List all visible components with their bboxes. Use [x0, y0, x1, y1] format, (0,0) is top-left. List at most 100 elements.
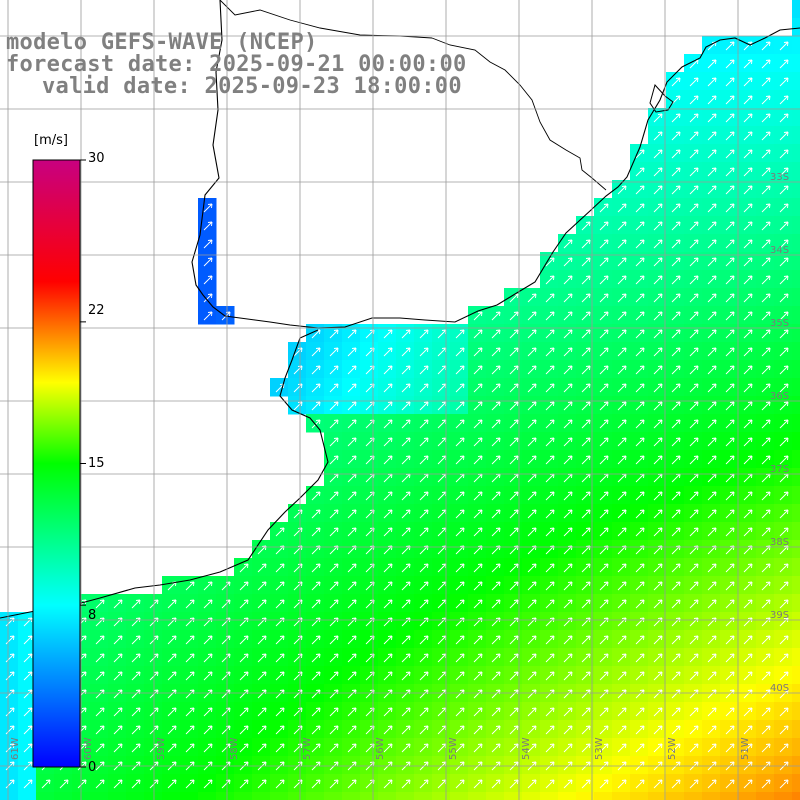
wind-arrow: [59, 779, 69, 789]
wind-arrow: [725, 293, 735, 303]
wind-arrow: [203, 779, 213, 789]
wind-arrow: [257, 671, 267, 681]
wind-arrow: [617, 203, 627, 213]
wind-arrow: [473, 437, 483, 447]
wind-arrow: [509, 635, 519, 645]
wind-arrow: [707, 599, 717, 609]
wind-arrow: [563, 365, 573, 375]
wind-arrow: [689, 401, 699, 411]
wind-arrow: [617, 293, 627, 303]
wind-arrow: [617, 509, 627, 519]
wind-arrow: [545, 329, 555, 339]
wind-arrow: [671, 113, 681, 123]
wind-arrow: [455, 563, 465, 573]
wind-arrow: [563, 311, 573, 321]
wind-arrow: [167, 599, 177, 609]
wind-arrow: [419, 491, 429, 501]
wind-arrow: [599, 365, 609, 375]
wind-arrow: [527, 779, 537, 789]
wind-arrow: [329, 527, 339, 537]
wind-arrow: [455, 743, 465, 753]
wind-direction-arrows: [5, 23, 789, 789]
wind-arrow: [689, 635, 699, 645]
wind-arrow: [347, 653, 357, 663]
wind-arrow: [275, 671, 285, 681]
wind-arrow: [671, 401, 681, 411]
wind-arrow: [509, 437, 519, 447]
wind-arrow: [743, 779, 753, 789]
wind-arrow: [563, 257, 573, 267]
wind-arrow: [725, 779, 735, 789]
wind-arrow: [761, 653, 771, 663]
wind-arrow: [311, 365, 321, 375]
wind-arrow: [581, 581, 591, 591]
wind-arrow: [725, 581, 735, 591]
wind-arrow: [527, 599, 537, 609]
wind-arrow: [545, 383, 555, 393]
wind-arrow: [761, 329, 771, 339]
wind-arrow: [329, 491, 339, 501]
wind-arrow: [599, 563, 609, 573]
wind-arrow: [563, 725, 573, 735]
wind-arrow: [329, 779, 339, 789]
wind-arrow: [401, 509, 411, 519]
wind-arrow: [635, 383, 645, 393]
lon-label: 51W: [740, 737, 751, 760]
wind-arrow: [635, 347, 645, 357]
wind-arrow: [419, 725, 429, 735]
wind-arrow: [599, 311, 609, 321]
wind-arrow: [275, 563, 285, 573]
wind-arrow: [113, 725, 123, 735]
wind-arrow: [527, 347, 537, 357]
colorbar-tick-30: 30: [88, 151, 105, 166]
wind-arrow: [707, 95, 717, 105]
wind-arrow: [581, 743, 591, 753]
wind-arrow: [617, 329, 627, 339]
wind-arrow: [599, 419, 609, 429]
wind-arrow: [455, 599, 465, 609]
wind-arrow: [707, 779, 717, 789]
wind-arrow: [203, 707, 213, 717]
wind-arrow: [707, 635, 717, 645]
wind-arrow: [401, 725, 411, 735]
wind-arrow: [689, 77, 699, 87]
graticule-labels: 33S 34S 35S 36S 37S 38S 39S 40S 61W 60W 59W 58W 57W 5…: [10, 172, 789, 760]
wind-arrow: [725, 257, 735, 267]
wind-arrow: [671, 383, 681, 393]
wind-arrow: [725, 743, 735, 753]
wind-arrow: [779, 437, 789, 447]
wind-arrow: [725, 275, 735, 285]
wind-arrow: [725, 131, 735, 141]
wind-arrow: [689, 185, 699, 195]
wind-arrow: [689, 311, 699, 321]
wind-arrow: [473, 383, 483, 393]
wind-arrow: [725, 707, 735, 717]
wind-arrow: [635, 203, 645, 213]
wind-arrow: [383, 653, 393, 663]
wind-arrow: [725, 527, 735, 537]
wind-arrow: [239, 581, 249, 591]
wind-arrow: [509, 347, 519, 357]
wind-arrow: [473, 725, 483, 735]
wind-arrow: [761, 365, 771, 375]
wind-arrow: [509, 527, 519, 537]
wind-arrow: [617, 563, 627, 573]
wind-arrow: [203, 203, 213, 213]
wind-arrow: [599, 239, 609, 249]
wind-arrow: [473, 743, 483, 753]
wind-arrow: [635, 311, 645, 321]
wind-arrow: [635, 671, 645, 681]
wind-arrow: [599, 221, 609, 231]
wind-arrow: [509, 581, 519, 591]
wind-arrow: [23, 653, 33, 663]
wind-arrow: [419, 365, 429, 375]
wind-arrow: [689, 329, 699, 339]
wind-arrow: [527, 725, 537, 735]
wind-arrow: [185, 581, 195, 591]
wind-arrow: [581, 653, 591, 663]
wind-arrow: [203, 275, 213, 285]
wind-arrow: [563, 581, 573, 591]
wind-arrow: [581, 779, 591, 789]
wind-arrow: [527, 419, 537, 429]
wind-arrow: [617, 311, 627, 321]
